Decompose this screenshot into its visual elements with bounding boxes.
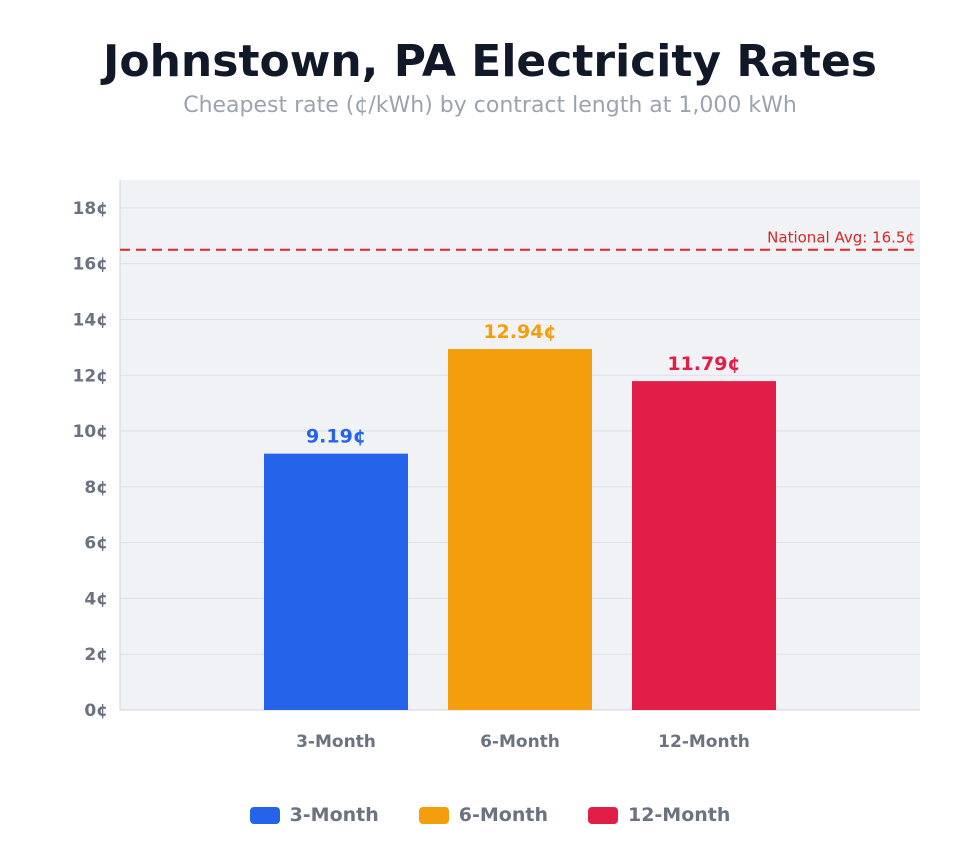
y-tick-label: 18¢	[73, 199, 109, 219]
national-average-label: National Avg: 16.5¢	[767, 229, 915, 247]
legend-label: 3-Month	[289, 804, 379, 826]
data-label: 11.79¢	[667, 353, 740, 375]
bar-3-month	[264, 453, 408, 710]
data-label: 9.19¢	[306, 426, 366, 448]
y-tick-label: 12¢	[73, 366, 109, 386]
legend-item-12-month: 12-Month	[587, 804, 731, 826]
legend-swatch	[418, 806, 449, 824]
x-tick-label: 6-Month	[480, 732, 560, 752]
bar-12-month	[632, 381, 776, 710]
chart-subtitle: Cheapest rate (¢/kWh) by contract length…	[183, 93, 797, 118]
legend-swatch	[587, 806, 618, 824]
chart-title: Johnstown, PA Electricity Rates	[103, 36, 877, 87]
y-tick-label: 14¢	[73, 310, 109, 330]
y-tick-label: 8¢	[84, 478, 108, 498]
x-tick-label: 12-Month	[658, 732, 750, 752]
y-tick-label: 10¢	[73, 422, 109, 442]
y-tick-label: 2¢	[84, 645, 108, 665]
legend-label: 6-Month	[458, 804, 548, 826]
legend-item-3-month: 3-Month	[249, 804, 379, 826]
y-tick-label: 4¢	[84, 589, 108, 609]
y-tick-label: 0¢	[84, 701, 108, 721]
y-tick-label: 16¢	[73, 255, 109, 275]
legend-swatch	[249, 806, 280, 824]
y-tick-label: 6¢	[84, 534, 108, 554]
legend-label: 12-Month	[627, 804, 731, 826]
bar-chart: 0¢ 2¢ 4¢ 6¢ 8¢ 10¢ 12¢ 14¢ 16¢ 18¢ 9.19¢ 3-Month 12.…	[73, 180, 920, 752]
x-tick-label: 3-Month	[296, 732, 376, 752]
data-label: 12.94¢	[483, 321, 556, 343]
legend-item-6-month: 6-Month	[418, 804, 548, 826]
bar-6-month	[448, 349, 592, 710]
legend: 3-Month 6-Month 12-Month	[0, 804, 980, 826]
